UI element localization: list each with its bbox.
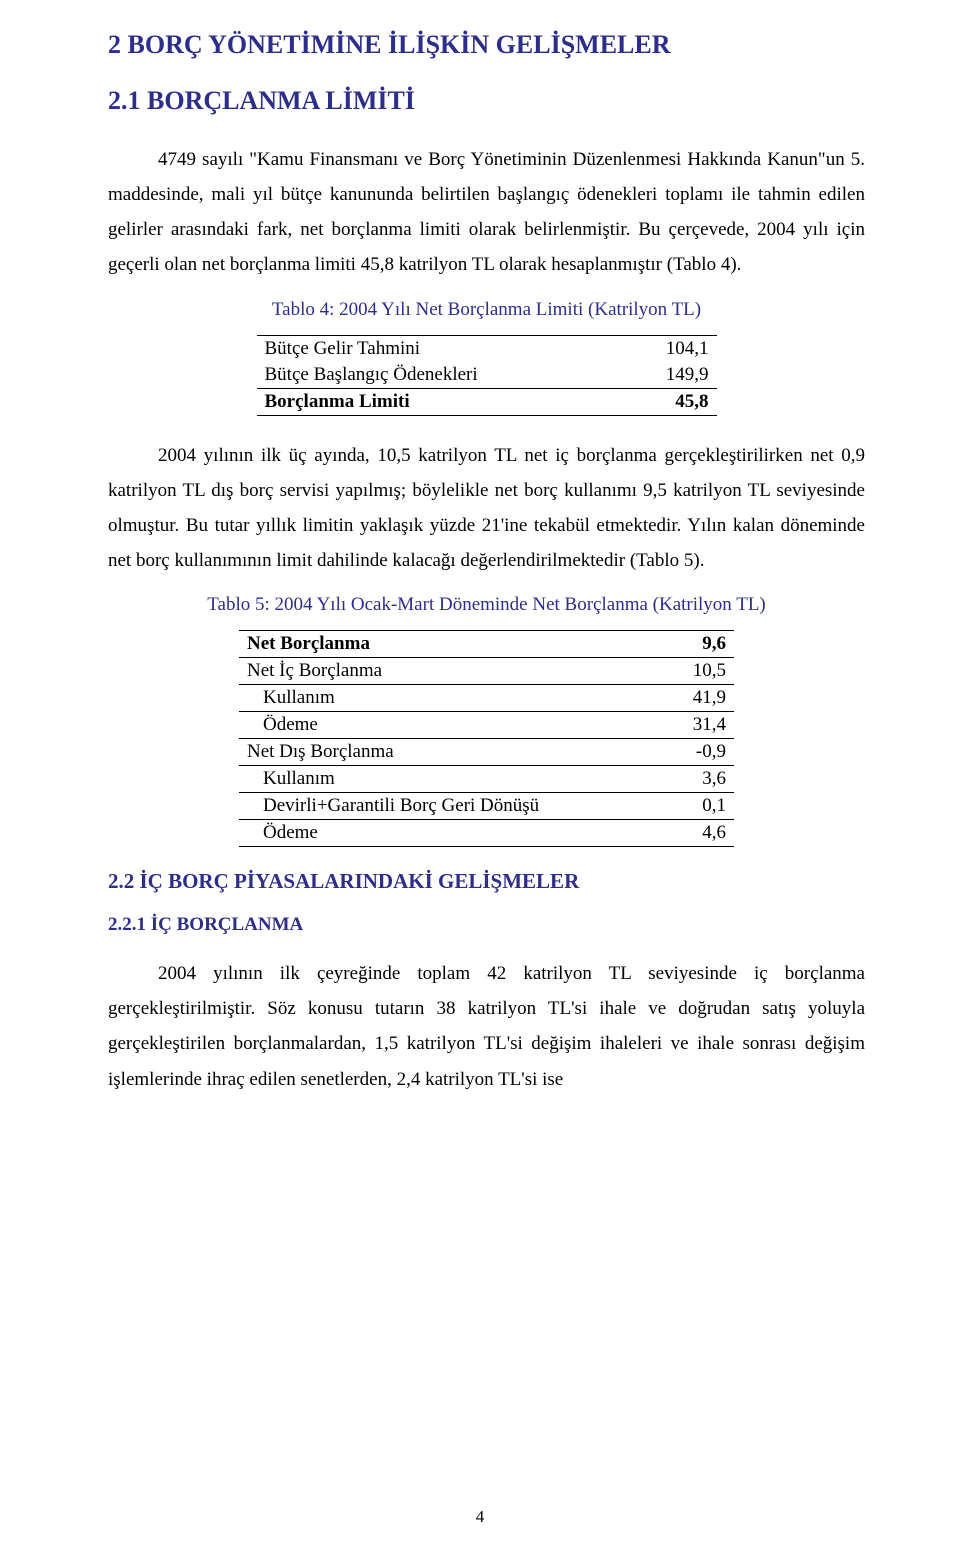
table-row: Bütçe Gelir Tahmini 104,1 [257,335,717,362]
table-cell-value: 3,6 [666,766,734,793]
table-cell-label: Borçlanma Limiti [257,388,623,415]
table-row: Kullanım 41,9 [239,685,734,712]
paragraph-2: 2004 yılının ilk üç ayında, 10,5 katrily… [108,438,865,579]
table4-caption: Tablo 4: 2004 Yılı Net Borçlanma Limiti … [108,299,865,321]
heading-2-ic-borc-piyasalari: 2.2 İÇ BORÇ PİYASALARINDAKİ GELİŞMELER [108,869,865,894]
table-cell-label: Net İç Borçlanma [239,658,666,685]
table-row: Net Dış Borçlanma -0,9 [239,739,734,766]
table-cell-value: 45,8 [623,388,717,415]
table-row: Ödeme 4,6 [239,820,734,847]
table-cell-label: Ödeme [239,820,666,847]
table-cell-value: 9,6 [666,631,734,658]
table-cell-label: Bütçe Başlangıç Ödenekleri [257,362,623,389]
table-row: Net İç Borçlanma 10,5 [239,658,734,685]
table-cell-label: Devirli+Garantili Borç Geri Dönüşü [239,793,666,820]
table-cell-value: 149,9 [623,362,717,389]
table-5: Net Borçlanma 9,6 Net İç Borçlanma 10,5 … [239,630,734,847]
table-cell-value: 31,4 [666,712,734,739]
table-row: Devirli+Garantili Borç Geri Dönüşü 0,1 [239,793,734,820]
table5-caption: Tablo 5: 2004 Yılı Ocak-Mart Döneminde N… [108,594,865,616]
heading-1: 2 BORÇ YÖNETİMİNE İLİŞKİN GELİŞMELER [108,30,865,60]
table-cell-value: -0,9 [666,739,734,766]
heading-3-ic-borclanma: 2.2.1 İÇ BORÇLANMA [108,914,865,936]
table-cell-label: Kullanım [239,685,666,712]
table-cell-value: 41,9 [666,685,734,712]
paragraph-3: 2004 yılının ilk çeyreğinde toplam 42 ka… [108,956,865,1097]
table-row: Kullanım 3,6 [239,766,734,793]
table-row: Borçlanma Limiti 45,8 [257,388,717,415]
table-cell-value: 104,1 [623,335,717,362]
table-cell-value: 0,1 [666,793,734,820]
paragraph-1: 4749 sayılı "Kamu Finansmanı ve Borç Yön… [108,142,865,283]
table-4: Bütçe Gelir Tahmini 104,1 Bütçe Başlangı… [257,335,717,416]
table-cell-value: 4,6 [666,820,734,847]
table-row: Ödeme 31,4 [239,712,734,739]
table-cell-label: Net Borçlanma [239,631,666,658]
table-cell-label: Bütçe Gelir Tahmini [257,335,623,362]
table-cell-label: Net Dış Borçlanma [239,739,666,766]
table-row: Net Borçlanma 9,6 [239,631,734,658]
table-row: Bütçe Başlangıç Ödenekleri 149,9 [257,362,717,389]
table-cell-value: 10,5 [666,658,734,685]
table-cell-label: Kullanım [239,766,666,793]
table-cell-label: Ödeme [239,712,666,739]
heading-2-borclanma-limiti: 2.1 BORÇLANMA LİMİTİ [108,86,865,116]
page-number: 4 [0,1507,960,1527]
